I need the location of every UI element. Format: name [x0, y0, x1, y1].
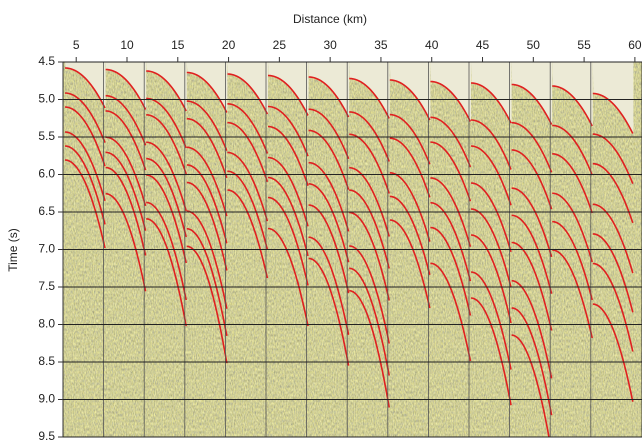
y-tick-label: 6.0 — [38, 167, 55, 181]
x-tick-label: 35 — [374, 38, 388, 52]
x-tick-label: 15 — [171, 38, 185, 52]
y-tick-label: 6.5 — [38, 204, 55, 218]
x-tick-label: 10 — [120, 38, 134, 52]
y-tick-label: 9.0 — [38, 392, 55, 406]
y-tick-label: 4.5 — [38, 54, 55, 68]
x-tick-label: 50 — [527, 38, 541, 52]
x-tick-label: 45 — [476, 38, 490, 52]
y-tick-label: 7.5 — [38, 279, 55, 293]
y-axis-title: Time (s) — [6, 228, 20, 272]
y-tick-label: 7.0 — [38, 242, 55, 256]
y-tick-label: 8.5 — [38, 354, 55, 368]
x-tick-label: 20 — [222, 38, 236, 52]
x-axis-title: Distance (km) — [293, 12, 367, 26]
y-tick-label: 5.5 — [38, 129, 55, 143]
y-tick-label: 5.0 — [38, 92, 55, 106]
y-tick-label: 9.5 — [38, 429, 55, 440]
chart: Distance (km) Time (s) 4.5 5.0 5.5 6.0 6.5 7.… — [0, 0, 642, 440]
y-tick-label: 8.0 — [38, 317, 55, 331]
x-tick-label: 25 — [273, 38, 287, 52]
x-tick-label: 5 — [73, 38, 80, 52]
x-tick-label: 60 — [628, 38, 642, 52]
x-tick-label: 55 — [577, 38, 591, 52]
x-tick-label: 40 — [425, 38, 439, 52]
plot-area — [63, 62, 642, 440]
x-tick-label: 30 — [323, 38, 337, 52]
